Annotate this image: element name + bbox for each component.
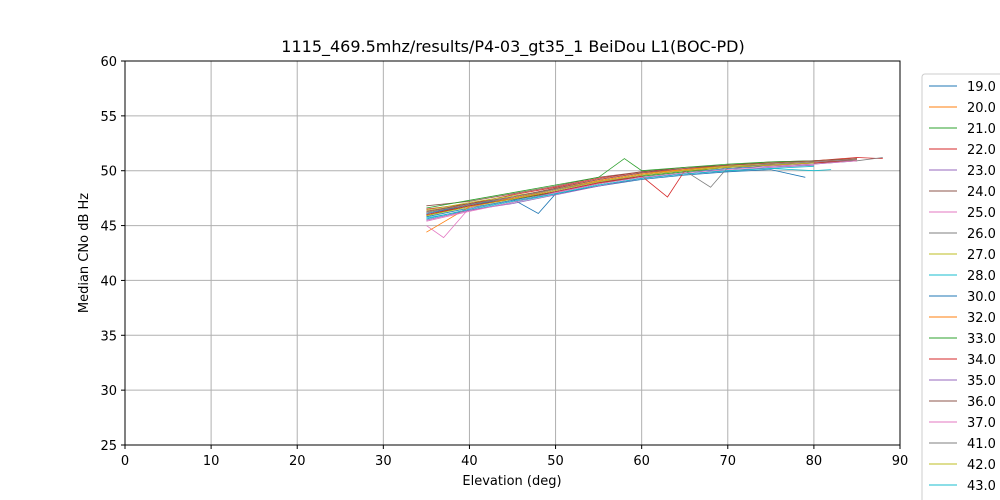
x-axis: 0 10 20 30 40 50 60 70 80 90 — [121, 445, 908, 469]
legend-label: 21.0 — [967, 122, 996, 137]
legend-label: 41.0 — [967, 437, 996, 452]
legend-label: 20.0 — [967, 101, 996, 116]
series-line-23.0 — [426, 162, 814, 220]
y-tick-label: 40 — [100, 274, 117, 289]
plot-area-frame — [124, 60, 901, 446]
x-tick-label: 0 — [121, 454, 129, 469]
y-axis-label: Median CNo dB Hz — [77, 193, 92, 313]
legend-label: 43.0 — [967, 479, 996, 494]
legend-label: 19.0 — [967, 80, 996, 95]
legend-label: 33.0 — [967, 332, 996, 347]
y-tick-label: 35 — [100, 329, 117, 344]
series-line-42.0 — [426, 162, 814, 217]
x-tick-label: 60 — [633, 454, 650, 469]
legend-label: 30.0 — [967, 290, 996, 305]
legend: 19.0 20.0 21.0 22.0 23.0 24.0 25.0 26.0 27.0 28.0… — [921, 73, 1000, 500]
series-line-35.0 — [426, 164, 814, 221]
x-tick-label: 50 — [547, 454, 564, 469]
y-tick-label: 25 — [100, 439, 117, 454]
y-tick-label: 30 — [100, 384, 117, 399]
grid — [124, 60, 901, 446]
x-tick-label: 80 — [806, 454, 823, 469]
legend-label: 24.0 — [967, 185, 996, 200]
series-lines — [426, 157, 883, 239]
legend-label: 37.0 — [967, 416, 996, 431]
y-axis: 25 30 35 40 45 50 55 60 — [100, 55, 125, 454]
x-tick-label: 70 — [720, 454, 737, 469]
y-tick-label: 50 — [100, 165, 117, 180]
y-tick-label: 45 — [100, 220, 117, 235]
series-line-37.0 — [426, 160, 857, 222]
y-tick-label: 60 — [100, 55, 117, 70]
legend-label: 23.0 — [967, 164, 996, 179]
legend-label: 34.0 — [967, 353, 996, 368]
legend-frame — [921, 73, 1000, 500]
legend-label: 32.0 — [967, 311, 996, 326]
legend-label: 22.0 — [967, 143, 996, 158]
legend-label: 28.0 — [967, 269, 996, 284]
x-tick-label: 10 — [203, 454, 220, 469]
legend-label: 26.0 — [967, 227, 996, 242]
x-tick-label: 30 — [375, 454, 392, 469]
x-tick-label: 90 — [892, 454, 909, 469]
x-tick-label: 40 — [461, 454, 478, 469]
legend-label: 27.0 — [967, 248, 996, 263]
y-tick-label: 55 — [100, 110, 117, 125]
series-line-33.0 — [426, 158, 814, 209]
legend-label: 25.0 — [967, 206, 996, 221]
x-tick-label: 20 — [289, 454, 306, 469]
series-line-43.0 — [426, 165, 814, 220]
chart-title: 1115_469.5mhz/results/P4-03_gt35_1 BeiDo… — [281, 37, 744, 57]
legend-label: 35.0 — [967, 374, 996, 389]
legend-label: 36.0 — [967, 395, 996, 410]
legend-label: 42.0 — [967, 458, 996, 473]
x-axis-label: Elevation (deg) — [462, 474, 561, 489]
